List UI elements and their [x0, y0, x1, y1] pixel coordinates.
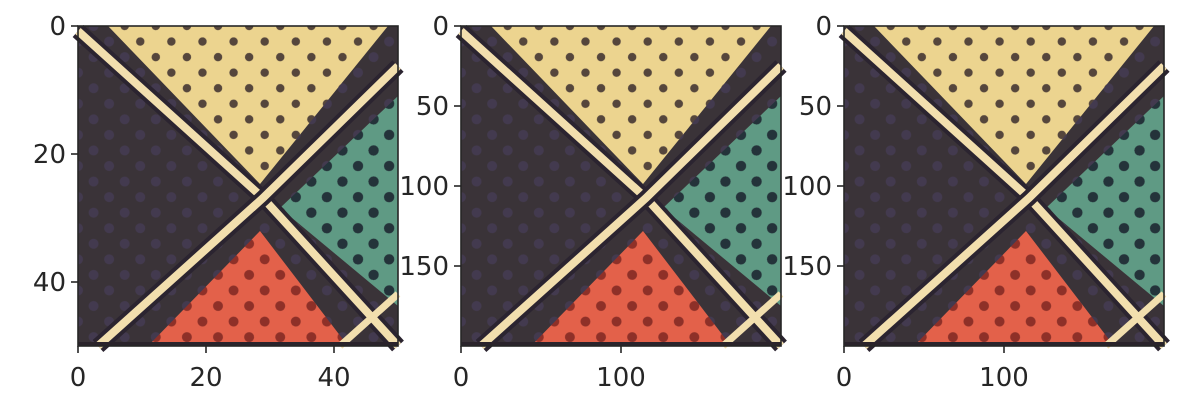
- x-tick-label: 0: [453, 363, 470, 393]
- axes-frame: [77, 25, 399, 347]
- y-tick-label: 50: [799, 92, 832, 122]
- y-tick-label: 20: [33, 140, 66, 170]
- y-tick-label: 0: [815, 12, 832, 42]
- x-tick-label: 0: [836, 363, 853, 393]
- y-tick-label: 150: [782, 252, 832, 282]
- heatmap-image: [461, 26, 781, 346]
- y-tick-label: 100: [782, 172, 832, 202]
- y-tick-label: 100: [399, 172, 449, 202]
- y-tick-label: 40: [33, 268, 66, 298]
- x-tick-label: 20: [189, 363, 222, 393]
- chart-panel-1: 0 20 40 0 20 40: [33, 12, 398, 393]
- y-tick-label: 0: [49, 12, 66, 42]
- chart-panel-3: 0 100 0 50 100 150: [782, 12, 1164, 393]
- y-tick-label: 150: [399, 252, 449, 282]
- y-tick-label: 0: [432, 12, 449, 42]
- heatmap-image: [844, 26, 1164, 346]
- x-tick-label: 0: [70, 363, 87, 393]
- x-tick-label: 100: [979, 363, 1029, 393]
- x-tick-label: 40: [317, 363, 350, 393]
- heatmap-image: [78, 26, 398, 346]
- y-tick-label: 50: [416, 92, 449, 122]
- chart-panel-2: 0 100 0 50 100 150: [399, 12, 781, 393]
- x-tick-label: 100: [596, 363, 646, 393]
